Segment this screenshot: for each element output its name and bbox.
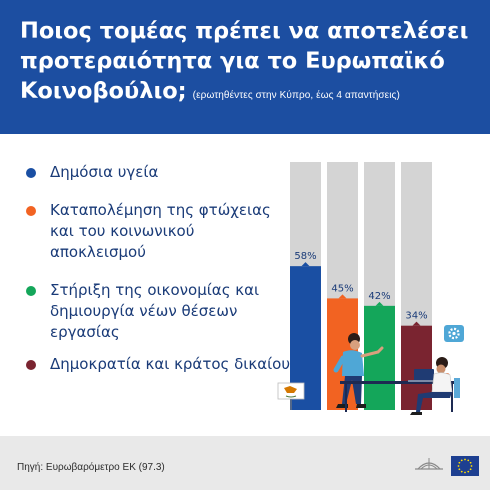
gear-icon xyxy=(444,325,464,342)
bar-value-label-1: 45% xyxy=(331,283,353,294)
bar-pointer-0 xyxy=(301,262,310,267)
title-line-3-text: Κοινοβούλιο; xyxy=(20,78,187,104)
bar-pointer-1 xyxy=(338,294,347,299)
subtitle: (ερωτηθέντες στην Κύπρο, έως 4 απαντήσει… xyxy=(192,90,400,101)
title-line-1: Ποιος τομέας πρέπει να αποτελέσει xyxy=(20,18,469,44)
legend-label-2: Στήριξη της οικονομίας και δημιουργία νέ… xyxy=(50,281,260,341)
legend-dot-1 xyxy=(26,206,36,216)
bar-value-label-2: 42% xyxy=(368,291,390,302)
bars-group: 58% 45% 42% 34% xyxy=(290,162,432,410)
title-line-3: Κοινοβούλιο; (ερωτηθέντες στην Κύπρο, έως… xyxy=(20,76,480,111)
legend-dot-3 xyxy=(26,360,36,370)
legend-item-poverty: Καταπολέμηση της φτώχειας και του κοινων… xyxy=(26,200,290,263)
legend-dot-0 xyxy=(26,168,36,178)
person-sitting-illustration xyxy=(410,357,460,415)
footer-bar xyxy=(0,436,490,490)
legend-label-3: Δημοκρατία και κράτος δικαίου xyxy=(50,355,291,373)
legend-item-economy: Στήριξη της οικονομίας και δημιουργία νέ… xyxy=(26,280,290,343)
legend-label-0: Δημόσια υγεία xyxy=(50,163,159,181)
legend-dot-2 xyxy=(26,286,36,296)
bar-2 xyxy=(364,305,395,410)
header-banner xyxy=(0,0,490,134)
cyprus-flag-illustration xyxy=(277,382,305,410)
legend-label-1: Καταπολέμηση της φτώχειας και του κοινων… xyxy=(50,201,271,261)
legend-item-democracy: Δημοκρατία και κράτος δικαίου xyxy=(26,354,290,375)
source-note: Πηγή: Ευρωβαρόμετρο ΕΚ (97.3) xyxy=(17,462,165,473)
bar-value-label-0: 58% xyxy=(294,251,316,262)
page-title: Ποιος τομέας πρέπει να αποτελέσει προτερ… xyxy=(20,16,480,111)
bar-pointer-3 xyxy=(412,321,421,326)
title-line-2: προτεραιότητα για το Ευρωπαϊκό xyxy=(20,48,445,74)
bar-value-label-3: 34% xyxy=(405,311,427,322)
legend-item-public-health: Δημόσια υγεία xyxy=(26,162,290,183)
bar-pointer-2 xyxy=(375,301,384,306)
